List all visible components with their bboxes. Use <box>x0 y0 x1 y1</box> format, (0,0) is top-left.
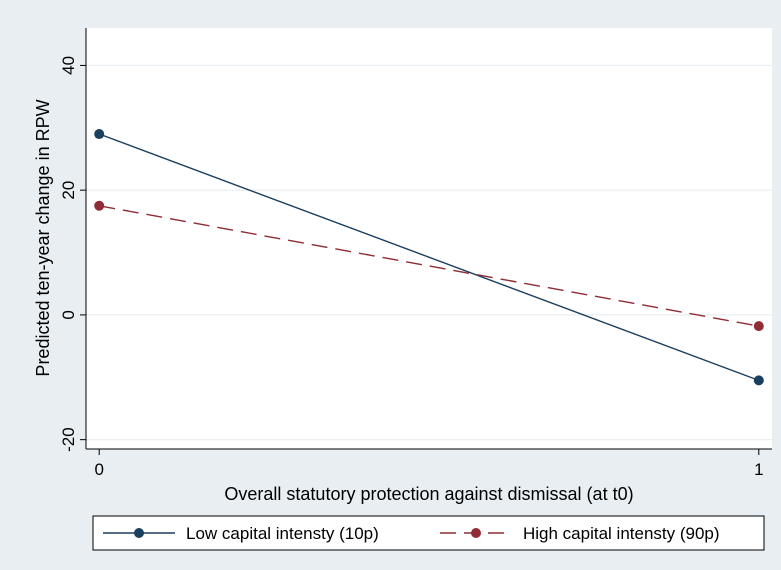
series-line-0 <box>98 133 760 382</box>
plot-background <box>86 28 772 449</box>
grid-lines <box>86 64 772 441</box>
series-line-1 <box>99 205 759 327</box>
legend-label-0: Low capital intensty (10p) <box>186 524 379 543</box>
series-1-point <box>94 200 105 211</box>
y-tick-label: 40 <box>59 56 78 75</box>
legend-box <box>92 515 765 551</box>
y-tick-label: -20 <box>59 427 78 452</box>
x-tick-label: 0 <box>94 460 103 479</box>
axes: -20 0 20 40 0 1 <box>59 28 772 479</box>
y-tick-label: 0 <box>59 310 78 319</box>
legend-marker-1 <box>471 528 481 538</box>
legend-marker-0 <box>134 528 144 538</box>
legend-label-1: High capital intensty (90p) <box>523 524 720 543</box>
legend-items: Low capital intensty (10p) High capital i… <box>103 524 720 543</box>
x-tick-label: 1 <box>754 460 763 479</box>
y-axis-title: Predicted ten-year change in RPW <box>33 99 53 376</box>
x-axis-title: Overall statutory protection against dis… <box>224 484 633 504</box>
series-0-point <box>753 375 764 386</box>
series-1-point <box>753 321 764 332</box>
legend: Low capital intensty (10p) High capital i… <box>92 515 765 551</box>
series <box>94 129 764 386</box>
y-tick-label: 20 <box>59 181 78 200</box>
series-0-point <box>94 129 105 140</box>
